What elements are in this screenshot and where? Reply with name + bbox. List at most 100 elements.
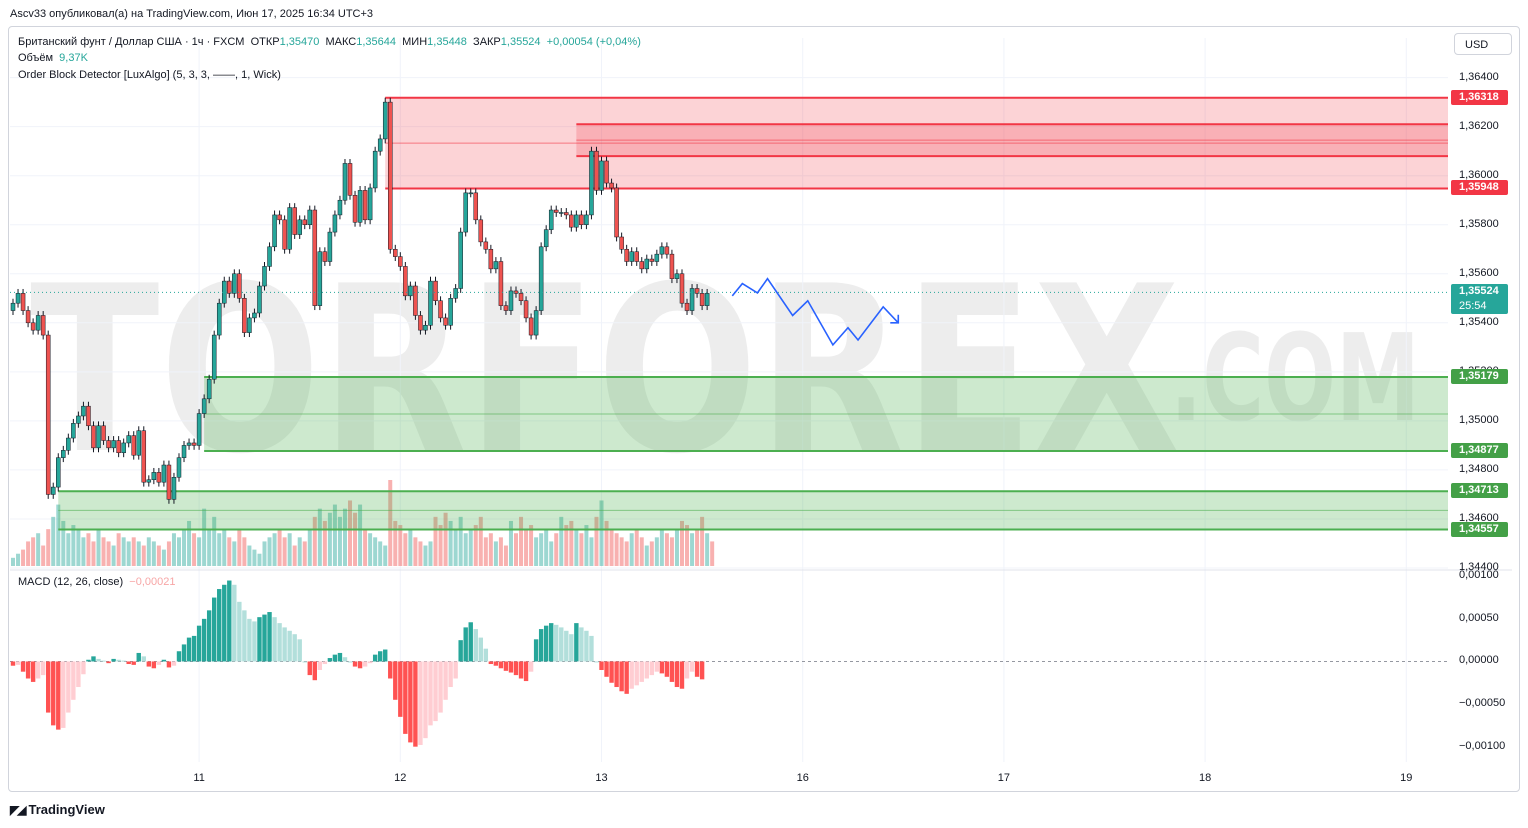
- volume-bar: [146, 537, 151, 566]
- macd-bar: [674, 661, 680, 688]
- change-value: +0,00054 (+0,04%): [546, 36, 641, 48]
- candle-body: [337, 199, 343, 216]
- macd-bar: [604, 661, 609, 677]
- macd-bar: [151, 661, 157, 669]
- macd-tick-label: −0,00050: [1459, 697, 1506, 710]
- bullish-ob-price-tag: 1,35179: [1451, 368, 1508, 384]
- volume-bar: [337, 516, 342, 566]
- volume-bar: [363, 529, 368, 566]
- candle-body: [518, 293, 524, 301]
- volume-bar: [408, 529, 413, 566]
- volume-bar: [232, 541, 237, 566]
- volume-bar: [624, 541, 629, 566]
- macd-bar: [101, 660, 106, 662]
- volume-bar: [579, 533, 584, 566]
- volume-bar: [151, 541, 156, 566]
- macd-bar: [247, 618, 252, 662]
- macd-bar: [181, 644, 187, 662]
- macd-bar: [388, 661, 393, 679]
- time-tick-label: 11: [193, 772, 205, 784]
- open-label: ОТКР: [250, 36, 280, 48]
- volume-bar: [448, 520, 453, 566]
- indicator-legend[interactable]: Order Block Detector [LuxAlgo] (5, 3, 3,…: [18, 69, 281, 81]
- volume-legend[interactable]: Объём 9,37K: [18, 52, 88, 64]
- macd-bar: [403, 661, 408, 734]
- volume-bar: [121, 537, 126, 566]
- volume-bar: [56, 504, 61, 566]
- macd-bar: [191, 635, 197, 662]
- volume-bar: [710, 541, 715, 566]
- volume-bar: [483, 537, 488, 566]
- volume-bar: [564, 525, 569, 566]
- volume-bar: [227, 537, 232, 566]
- macd-bar: [30, 661, 36, 682]
- volume-bar: [111, 545, 116, 566]
- symbol-legend[interactable]: Британский фунт / Доллар США · 1ч · FXCM…: [18, 36, 641, 48]
- macd-bar: [81, 661, 86, 675]
- price-tick-label: 1,36200: [1459, 119, 1499, 132]
- volume-bar: [358, 504, 363, 566]
- candle-body: [227, 280, 232, 294]
- macd-bar: [564, 630, 569, 662]
- volume-bar: [332, 504, 337, 566]
- candle-body: [216, 302, 222, 336]
- volume-bar: [690, 533, 695, 566]
- candle-body: [674, 273, 680, 279]
- macd-bar: [398, 661, 403, 717]
- candle-body: [564, 212, 569, 216]
- candle-body: [131, 435, 136, 456]
- macd-bar: [448, 661, 453, 688]
- candle-body: [584, 214, 589, 225]
- macd-bar: [86, 659, 91, 662]
- volume-bar: [202, 508, 207, 566]
- volume-bar: [373, 537, 378, 566]
- candle-body: [604, 160, 609, 184]
- macd-bar: [15, 661, 21, 665]
- bullish-ob-price-tag: 1,34877: [1451, 443, 1508, 459]
- macd-bar: [277, 623, 282, 662]
- candle-body: [624, 249, 629, 262]
- candle-body: [10, 302, 16, 311]
- candle-body: [297, 219, 302, 235]
- candle-body: [342, 163, 348, 201]
- volume-bar: [342, 508, 347, 566]
- macd-bar: [649, 661, 655, 676]
- macd-bar: [393, 661, 398, 700]
- macd-bar: [121, 660, 126, 662]
- candle-body: [574, 214, 579, 228]
- tradingview-brand[interactable]: ◤◢ TradingView: [10, 802, 105, 817]
- volume-bar: [468, 529, 473, 566]
- macd-bar: [126, 661, 131, 665]
- volume-bar: [31, 537, 36, 566]
- macd-bar: [201, 618, 207, 662]
- candle-body: [171, 477, 177, 500]
- macd-title: MACD (12, 26, close): [18, 576, 124, 588]
- macd-bar: [166, 661, 172, 668]
- candle-body: [272, 214, 277, 248]
- volume-bar: [388, 480, 393, 566]
- macd-bar: [40, 661, 46, 676]
- volume-bar: [287, 533, 292, 566]
- candle-body: [237, 273, 242, 299]
- candle-body: [166, 464, 172, 500]
- macd-bar: [66, 661, 71, 713]
- chart-frame[interactable]: [8, 26, 1520, 792]
- macd-legend[interactable]: MACD (12, 26, close) −0,00021: [18, 576, 175, 588]
- volume-bar: [378, 541, 383, 566]
- macd-bar: [413, 661, 418, 747]
- volume-bar: [41, 545, 46, 566]
- volume-bar: [197, 537, 202, 566]
- volume-bar: [242, 537, 247, 566]
- currency-button[interactable]: USD: [1454, 33, 1512, 55]
- volume-bar: [413, 537, 418, 566]
- macd-bar: [418, 661, 423, 745]
- macd-bar: [443, 661, 448, 700]
- volume-label: Объём: [18, 52, 54, 64]
- volume-bar: [106, 541, 111, 566]
- volume-bar: [695, 529, 700, 566]
- macd-bar: [513, 661, 519, 676]
- volume-bar: [453, 529, 458, 566]
- volume-bar: [353, 512, 358, 566]
- macd-bar: [377, 651, 383, 662]
